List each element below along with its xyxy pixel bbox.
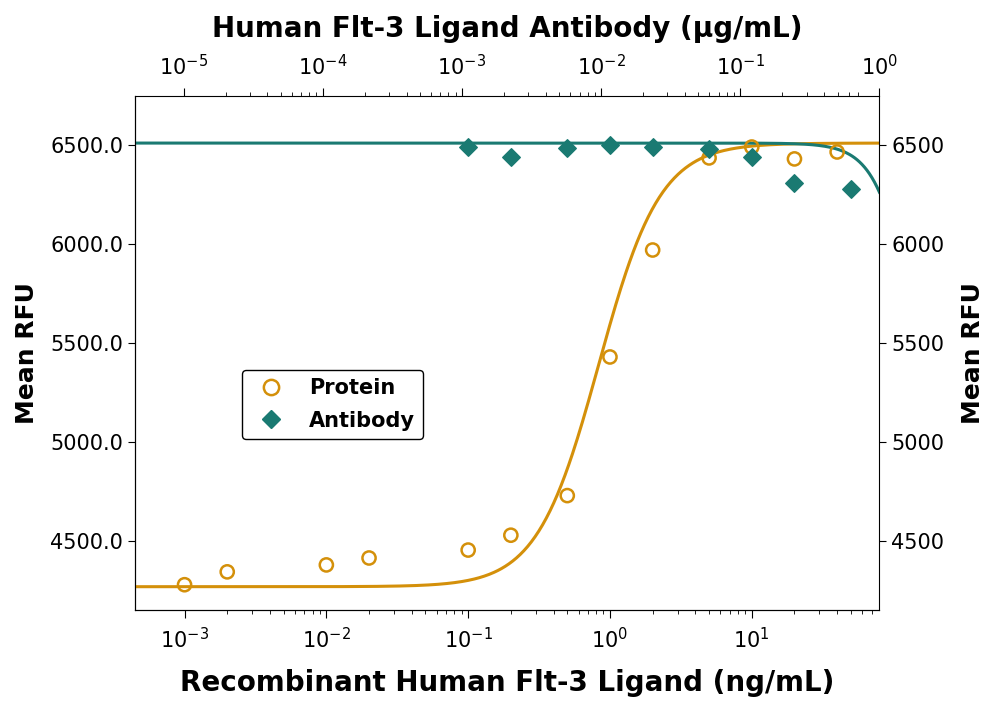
Point (503, 151, 519, 162)
Point (928, 424, 944, 436)
Y-axis label: Mean RFU: Mean RFU (15, 282, 39, 424)
Point (985, 563, 1000, 575)
Point (701, 152, 717, 164)
Point (786, 153, 802, 164)
X-axis label: Human Flt-3 Ligand Antibody (μg/mL): Human Flt-3 Ligand Antibody (μg/mL) (212, 15, 802, 43)
Point (219, 566, 235, 577)
Point (318, 559, 334, 570)
Point (460, 545, 476, 556)
Point (645, 141, 661, 152)
Y-axis label: Mean RFU: Mean RFU (961, 282, 985, 424)
Point (460, 141, 476, 152)
Point (744, 141, 760, 152)
Point (786, 177, 802, 189)
X-axis label: Recombinant Human Flt-3 Ligand (ng/mL): Recombinant Human Flt-3 Ligand (ng/mL) (180, 669, 834, 697)
Point (843, 183, 859, 194)
Point (886, 183, 902, 194)
Point (602, 351, 618, 362)
Point (559, 490, 575, 501)
Point (744, 151, 760, 162)
Point (177, 579, 193, 590)
Point (829, 146, 845, 157)
Point (701, 143, 717, 155)
Point (361, 553, 377, 564)
Point (503, 530, 519, 541)
Point (559, 142, 575, 154)
Point (602, 140, 618, 151)
Point (645, 244, 661, 256)
Legend: Protein, Antibody: Protein, Antibody (242, 370, 423, 439)
